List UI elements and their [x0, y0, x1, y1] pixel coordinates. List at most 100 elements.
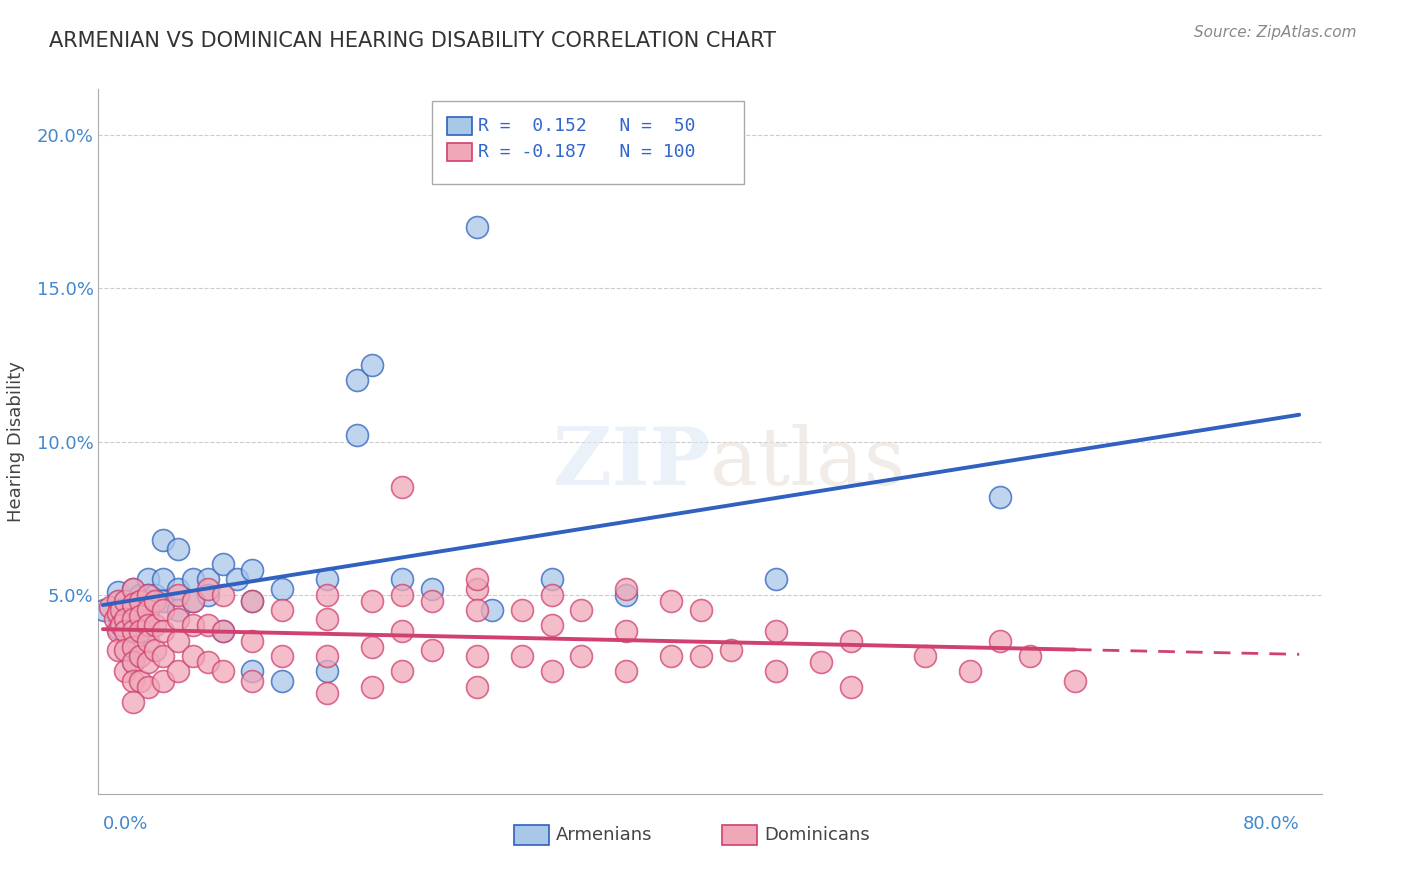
Point [197, 618, 219, 632]
Point [571, 603, 593, 617]
Point [166, 588, 188, 602]
Point [136, 618, 159, 632]
Point [271, 673, 294, 688]
Point [690, 603, 713, 617]
Point [316, 573, 339, 587]
Point [1064, 673, 1087, 688]
Point [143, 618, 166, 632]
Y-axis label: Hearing Disability: Hearing Disability [7, 361, 25, 522]
Point [114, 612, 136, 626]
Point [361, 594, 384, 608]
Point [197, 573, 219, 587]
Point [93, 603, 115, 617]
Point [420, 594, 443, 608]
Point [571, 648, 593, 663]
Point [129, 673, 152, 688]
Point [181, 594, 204, 608]
Point [152, 594, 174, 608]
FancyBboxPatch shape [447, 117, 471, 135]
Point [226, 573, 249, 587]
Point [242, 594, 264, 608]
Point [271, 648, 294, 663]
Point [121, 624, 143, 639]
Point [465, 603, 488, 617]
Point [316, 648, 339, 663]
Point [614, 588, 637, 602]
Point [107, 606, 129, 620]
Point [129, 609, 152, 624]
Point [107, 624, 129, 639]
Point [361, 680, 384, 694]
Point [121, 612, 143, 626]
Point [271, 582, 294, 596]
Point [166, 603, 188, 617]
Point [540, 588, 562, 602]
Point [104, 612, 127, 626]
Text: Dominicans: Dominicans [763, 826, 869, 844]
Point [166, 541, 188, 556]
Point [181, 618, 204, 632]
Point [136, 588, 159, 602]
Point [121, 695, 143, 709]
Point [720, 643, 742, 657]
Point [107, 584, 129, 599]
Point [465, 582, 488, 596]
Point [114, 624, 136, 639]
Point [197, 582, 219, 596]
Text: ARMENIAN VS DOMINICAN HEARING DISABILITY CORRELATION CHART: ARMENIAN VS DOMINICAN HEARING DISABILITY… [49, 31, 776, 51]
Point [136, 633, 159, 648]
Point [211, 624, 233, 639]
Point [614, 582, 637, 596]
FancyBboxPatch shape [447, 143, 471, 161]
Point [152, 624, 174, 639]
Point [121, 624, 143, 639]
Point [316, 588, 339, 602]
Point [129, 594, 152, 608]
Point [540, 618, 562, 632]
Point [181, 594, 204, 608]
Point [136, 624, 159, 639]
Point [391, 573, 413, 587]
Text: R = -0.187   N = 100: R = -0.187 N = 100 [478, 143, 695, 161]
Point [152, 603, 174, 617]
Point [121, 597, 143, 611]
Point [136, 612, 159, 626]
Point [211, 588, 233, 602]
Point [316, 686, 339, 700]
Point [136, 588, 159, 602]
Point [107, 643, 129, 657]
Point [166, 612, 188, 626]
Point [839, 680, 862, 694]
Point [129, 588, 152, 602]
Point [242, 563, 264, 577]
Point [1019, 648, 1042, 663]
Point [136, 573, 159, 587]
Point [614, 665, 637, 679]
Point [465, 680, 488, 694]
Point [361, 358, 384, 372]
Point [107, 594, 129, 608]
Point [143, 588, 166, 602]
Point [346, 428, 368, 442]
Point [765, 665, 787, 679]
Point [540, 665, 562, 679]
Point [242, 594, 264, 608]
Point [242, 673, 264, 688]
Point [129, 648, 152, 663]
Point [346, 373, 368, 387]
Point [143, 594, 166, 608]
Point [181, 648, 204, 663]
Point [121, 633, 143, 648]
Point [481, 603, 503, 617]
Point [166, 633, 188, 648]
Point [420, 643, 443, 657]
Point [121, 655, 143, 669]
Point [316, 612, 339, 626]
Point [136, 603, 159, 617]
Point [242, 633, 264, 648]
Point [391, 588, 413, 602]
Point [211, 624, 233, 639]
Point [914, 648, 936, 663]
FancyBboxPatch shape [723, 825, 756, 845]
Point [121, 609, 143, 624]
